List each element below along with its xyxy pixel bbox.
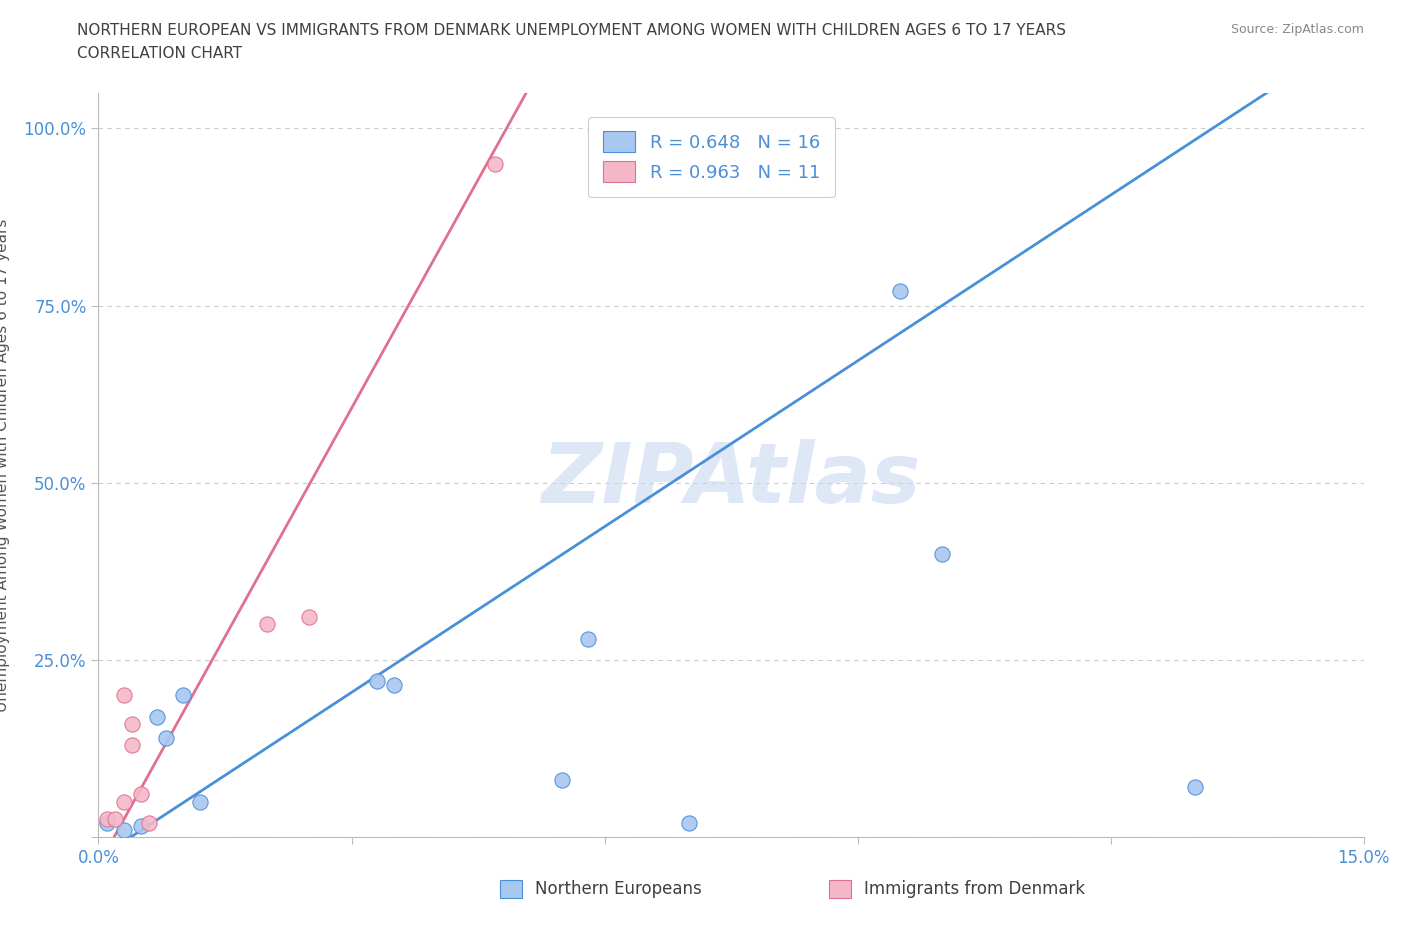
Point — [112, 688, 135, 703]
Point — [155, 730, 177, 745]
Point — [146, 709, 169, 724]
Point — [576, 631, 599, 646]
Point — [298, 610, 321, 625]
Point — [484, 156, 506, 171]
Point — [112, 822, 135, 837]
Point — [96, 812, 118, 827]
Text: CORRELATION CHART: CORRELATION CHART — [77, 46, 242, 61]
Point — [138, 816, 160, 830]
Point — [931, 546, 953, 561]
Text: NORTHERN EUROPEAN VS IMMIGRANTS FROM DENMARK UNEMPLOYMENT AMONG WOMEN WITH CHILD: NORTHERN EUROPEAN VS IMMIGRANTS FROM DEN… — [77, 23, 1066, 38]
Text: Immigrants from Denmark: Immigrants from Denmark — [863, 880, 1085, 898]
FancyBboxPatch shape — [828, 880, 851, 898]
Point — [96, 816, 118, 830]
Point — [121, 737, 143, 752]
Text: Source: ZipAtlas.com: Source: ZipAtlas.com — [1230, 23, 1364, 36]
Text: Northern Europeans: Northern Europeans — [534, 880, 702, 898]
Point — [366, 673, 388, 688]
Point — [382, 677, 405, 692]
Point — [779, 150, 801, 165]
Point — [678, 816, 700, 830]
Point — [121, 716, 143, 731]
FancyBboxPatch shape — [499, 880, 523, 898]
Y-axis label: Unemployment Among Women with Children Ages 6 to 17 years: Unemployment Among Women with Children A… — [0, 219, 10, 711]
Point — [129, 787, 152, 802]
Point — [1184, 780, 1206, 795]
Text: ZIPAtlas: ZIPAtlas — [541, 439, 921, 521]
Point — [112, 794, 135, 809]
Point — [172, 688, 194, 703]
Point — [129, 819, 152, 834]
Point — [188, 794, 211, 809]
Point — [551, 773, 574, 788]
Point — [256, 617, 278, 631]
Point — [889, 284, 911, 299]
Point — [104, 812, 127, 827]
Legend: R = 0.648   N = 16, R = 0.963   N = 11: R = 0.648 N = 16, R = 0.963 N = 11 — [588, 117, 835, 196]
